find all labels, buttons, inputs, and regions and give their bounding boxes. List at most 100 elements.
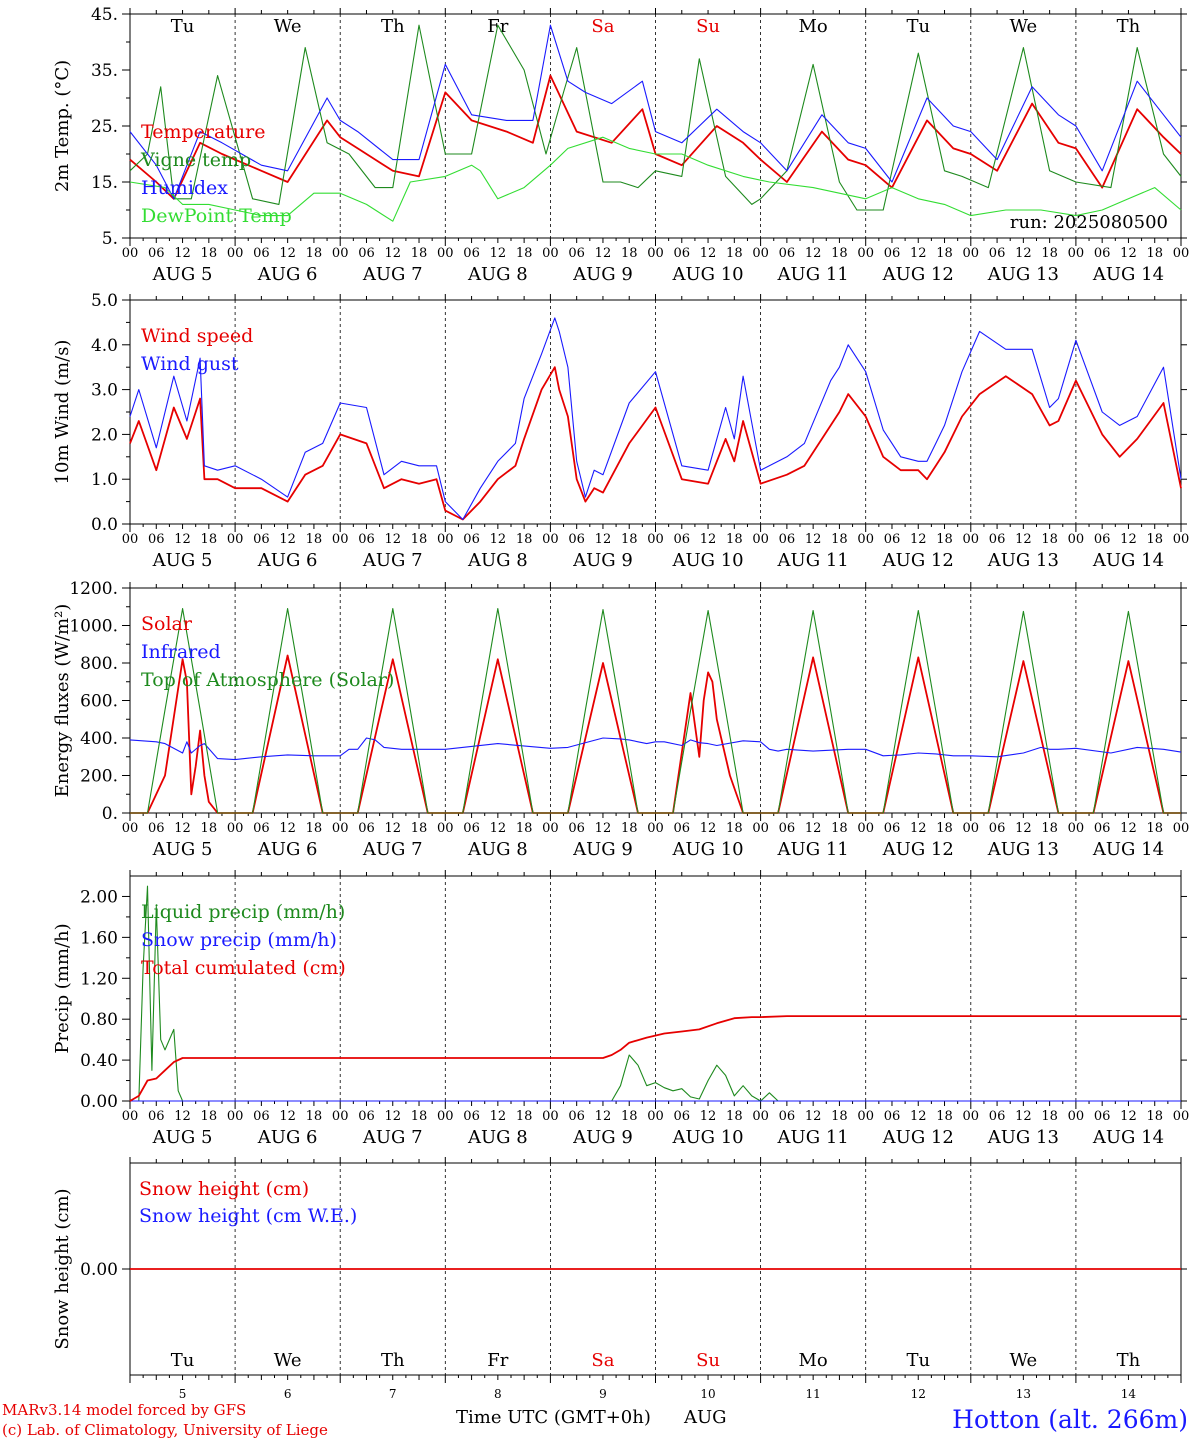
weekday-label: Th	[381, 16, 405, 37]
x-hour-label: 06	[358, 821, 375, 836]
x-hour-label: 00	[963, 821, 980, 836]
x-hour-label: 12	[1015, 1109, 1032, 1124]
x-hour-label: 06	[884, 1109, 901, 1124]
x-hour-label: 12	[1015, 246, 1032, 261]
vigne-temp-line	[129, 24, 1182, 211]
x-hour-label: 06	[463, 1109, 480, 1124]
day-number-label: 10	[700, 1387, 715, 1401]
x-hour-label: 00	[227, 821, 244, 836]
x-hour-label: 00	[332, 821, 349, 836]
date-label: AUG 8	[467, 550, 528, 571]
x-hour-label: 18	[1041, 821, 1058, 836]
y-tick-label: 25.	[91, 117, 118, 137]
x-hour-label: 06	[463, 246, 480, 261]
x-hour-label: 00	[542, 1109, 559, 1124]
y-axis-title: Precip (mm/h)	[52, 923, 73, 1053]
x-hour-label: 06	[989, 532, 1006, 547]
y-tick-label: 1200.	[69, 579, 118, 599]
date-label: AUG 5	[152, 550, 213, 571]
wind-speed-line	[129, 366, 1182, 521]
y-tick-label: 2.0	[91, 425, 118, 445]
y-tick-label: 3.0	[91, 381, 118, 401]
x-hour-label: 00	[122, 246, 139, 261]
x-hour-label: 00	[437, 246, 454, 261]
x-hour-label: 18	[936, 821, 953, 836]
x-hour-label: 06	[1094, 1109, 1111, 1124]
x-hour-label: 18	[201, 1109, 218, 1124]
y-tick-label: 0.	[102, 804, 118, 824]
date-label: AUG 12	[882, 550, 954, 571]
x-hour-label: 00	[437, 532, 454, 547]
date-label: AUG 14	[1092, 264, 1164, 285]
y-tick-label: 15.	[91, 173, 118, 193]
date-label: AUG 5	[152, 1127, 213, 1148]
date-label: AUG 7	[362, 1127, 423, 1148]
date-label: AUG 14	[1092, 839, 1164, 860]
x-hour-label: 06	[253, 246, 270, 261]
x-hour-label: 06	[674, 821, 691, 836]
x-hour-label: 06	[253, 532, 270, 547]
x-hour-label: 12	[384, 532, 401, 547]
date-label: AUG 7	[362, 839, 423, 860]
x-hour-label: 00	[1173, 1109, 1190, 1124]
y-tick-label: 0.0	[91, 515, 118, 535]
x-hour-label: 00	[857, 532, 874, 547]
x-hour-label: 18	[1146, 246, 1163, 261]
weekday-label: Fr	[487, 1350, 508, 1371]
x-hour-label: 06	[568, 532, 585, 547]
x-hour-label: 12	[174, 821, 191, 836]
legend-entry: Wind speed	[141, 325, 253, 347]
x-hour-label: 12	[700, 821, 717, 836]
x-hour-label: 12	[279, 821, 296, 836]
humidex-line	[129, 24, 1182, 200]
x-hour-label: 18	[831, 532, 848, 547]
weekday-label: Sa	[591, 1350, 614, 1371]
x-hour-label: 06	[884, 821, 901, 836]
top-of-atmosphere-solar-line	[130, 608, 1181, 814]
y-axis-title: 10m Wind (m/s)	[52, 340, 73, 485]
x-hour-label: 12	[1015, 821, 1032, 836]
y-tick-label: 600.	[80, 692, 118, 712]
x-hour-label: 18	[1041, 246, 1058, 261]
x-hour-label: 18	[1146, 532, 1163, 547]
weekday-label: We	[1010, 16, 1038, 37]
date-label: AUG 14	[1092, 1127, 1164, 1148]
date-label: AUG 9	[572, 839, 633, 860]
y-tick-label: 1.60	[80, 928, 118, 948]
x-hour-label: 00	[1173, 532, 1190, 547]
x-hour-label: 06	[779, 532, 796, 547]
x-hour-label: 00	[437, 1109, 454, 1124]
x-hour-label: 18	[1041, 532, 1058, 547]
x-hour-label: 00	[752, 532, 769, 547]
x-hour-label: 06	[253, 1109, 270, 1124]
date-label: AUG 11	[777, 839, 849, 860]
legend-entry: Vigne temp	[140, 149, 251, 171]
weekday-label: Tu	[171, 1350, 195, 1371]
day-number-label: 14	[1121, 1387, 1137, 1401]
x-hour-label: 00	[752, 1109, 769, 1124]
weekday-label: We	[274, 1350, 302, 1371]
y-tick-label: 0.40	[80, 1051, 118, 1071]
x-hour-label: 06	[1094, 532, 1111, 547]
x-hour-label: 00	[332, 246, 349, 261]
x-hour-label: 00	[647, 532, 664, 547]
x-hour-label: 18	[831, 1109, 848, 1124]
x-hour-label: 06	[674, 246, 691, 261]
x-hour-label: 12	[279, 246, 296, 261]
legend-entry: Infrared	[141, 641, 221, 663]
legend-entry: Top of Atmosphere (Solar)	[141, 669, 394, 691]
x-hour-label: 18	[936, 246, 953, 261]
date-label: AUG 8	[467, 839, 528, 860]
wind-gust-line	[129, 317, 1182, 521]
legend-entry: Temperature	[141, 121, 265, 143]
x-hour-label: 06	[358, 1109, 375, 1124]
date-label: AUG 13	[987, 839, 1059, 860]
date-label: AUG 10	[671, 264, 743, 285]
x-hour-label: 18	[201, 821, 218, 836]
x-hour-label: 06	[674, 1109, 691, 1124]
x-hour-label: 18	[201, 246, 218, 261]
x-hour-label: 06	[779, 821, 796, 836]
weekday-label: Mo	[799, 1350, 828, 1371]
x-hour-label: 12	[805, 1109, 822, 1124]
date-label: AUG 13	[987, 1127, 1059, 1148]
